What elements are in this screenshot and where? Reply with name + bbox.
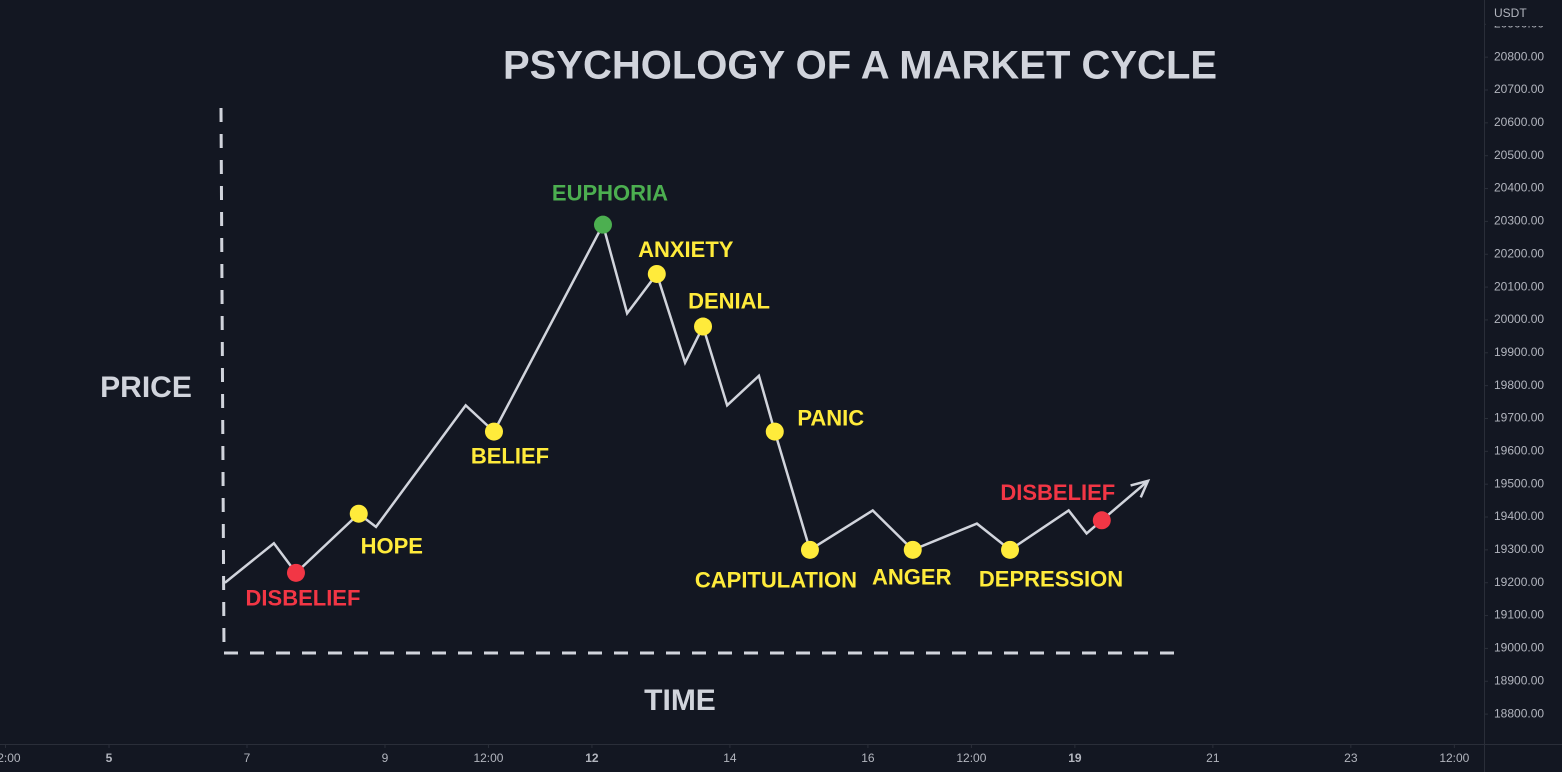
x-tick-label: 12:00	[956, 751, 986, 765]
ticks: 18800.00 18900.00 19000.00 19100.00 19200.00…	[0, 16, 1544, 765]
x-tick-label: 12:00	[473, 751, 503, 765]
y-tick-label: 19700.00	[1494, 411, 1544, 425]
point-label: DEPRESSION	[979, 567, 1123, 592]
y-tick-label: 19100.00	[1494, 608, 1544, 622]
y-tick-label: 20000.00	[1494, 312, 1544, 326]
x-tick-label: 5	[106, 751, 113, 765]
x-tick-label: 9	[382, 751, 389, 765]
y-tick-label: 19400.00	[1494, 509, 1544, 523]
marker	[647, 264, 666, 283]
marker	[903, 540, 922, 559]
x-tick-label: 12	[585, 751, 599, 765]
y-tick-label: 20800.00	[1494, 49, 1544, 63]
currency-label: USDT	[1494, 6, 1527, 20]
x-tick-label: 12:00	[1439, 751, 1469, 765]
y-tick-label: 20500.00	[1494, 148, 1544, 162]
point-label: CAPITULATION	[695, 568, 857, 593]
y-tick-label: 19200.00	[1494, 575, 1544, 589]
x-tick-label: 14	[723, 751, 737, 765]
y-tick-label: 20600.00	[1494, 115, 1544, 129]
point-label: DISBELIEF	[1000, 480, 1115, 505]
marker	[765, 422, 784, 441]
y-tick-label: 19600.00	[1494, 443, 1544, 457]
price-line	[224, 221, 1149, 584]
marker	[694, 317, 713, 336]
marker	[800, 540, 819, 559]
point-label: PANIC	[797, 405, 864, 430]
point-label: ANGER	[872, 565, 952, 590]
y-axis-label: PRICE	[100, 371, 192, 404]
marker	[286, 563, 305, 582]
marker	[593, 215, 612, 234]
x-tick-label: 7	[244, 751, 251, 765]
point-label: HOPE	[361, 534, 423, 559]
marker	[484, 422, 503, 441]
point-label: BELIEF	[471, 443, 549, 468]
chart-title: PSYCHOLOGY OF A MARKET CYCLE	[503, 44, 1217, 88]
currency-box	[1486, 0, 1562, 26]
point-label: EUPHORIA	[552, 180, 668, 205]
y-tick-label: 20200.00	[1494, 246, 1544, 260]
y-tick-label: 20700.00	[1494, 82, 1544, 96]
marker	[1092, 511, 1111, 530]
arrow-head	[1130, 479, 1151, 498]
y-tick-label: 19000.00	[1494, 641, 1544, 655]
y-tick-label: 20400.00	[1494, 181, 1544, 195]
x-tick-label: 16	[861, 751, 875, 765]
x-axis-label: TIME	[644, 684, 716, 717]
x-tick-label: 19	[1068, 751, 1082, 765]
y-tick-label: 18800.00	[1494, 706, 1544, 720]
y-tick-label: 19500.00	[1494, 476, 1544, 490]
y-tick-label: 18900.00	[1494, 673, 1544, 687]
y-tick-label: 19900.00	[1494, 345, 1544, 359]
marker	[349, 504, 368, 523]
plot: DISBELIEF HOPE BELIEF EUPHORIA ANXIETY DENIAL…	[224, 180, 1151, 611]
y-tick-label: 19300.00	[1494, 542, 1544, 556]
x-tick-label: 23	[1344, 751, 1358, 765]
y-tick-label: 19800.00	[1494, 378, 1544, 392]
point-label: DENIAL	[688, 288, 770, 313]
y-tick-label: 20100.00	[1494, 279, 1544, 293]
price-axis-sketch	[219, 107, 226, 654]
marker	[1001, 540, 1020, 559]
x-tick-label: 21	[1206, 751, 1220, 765]
y-tick-label: 20300.00	[1494, 214, 1544, 228]
x-tick-label: 12:00	[0, 751, 21, 765]
point-label: ANXIETY	[638, 237, 734, 262]
point-label: DISBELIEF	[246, 586, 361, 611]
